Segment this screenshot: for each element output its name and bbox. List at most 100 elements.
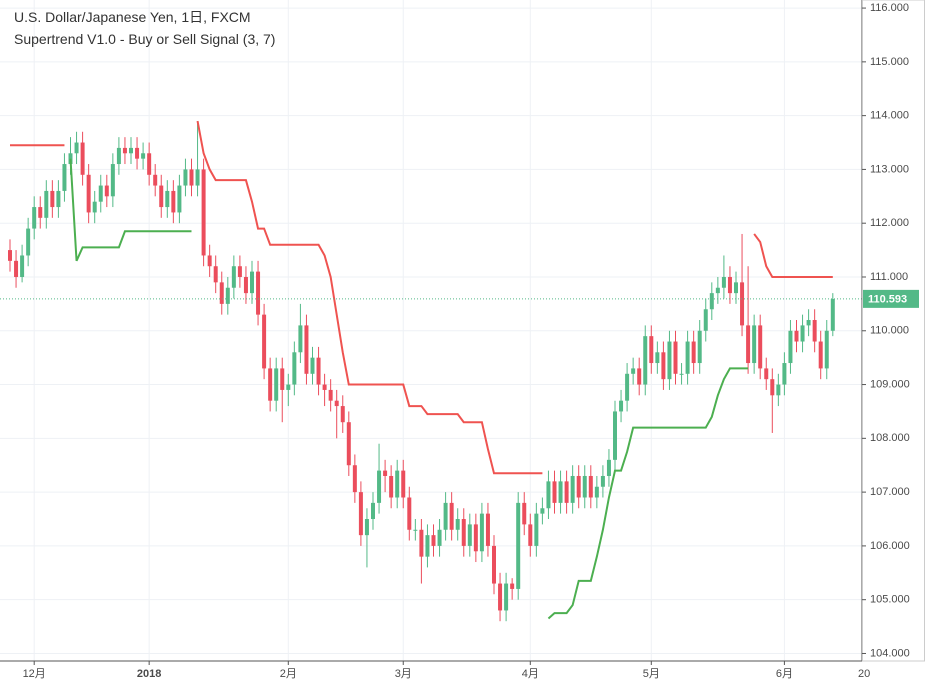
y-tick-label: 109.000	[870, 378, 910, 390]
candle-body	[401, 470, 406, 498]
axes: 104.000 105.000 106.000 107.000 108.000 109.0…	[23, 2, 919, 680]
y-tick-label: 107.000	[870, 486, 910, 498]
candle-body	[528, 524, 533, 546]
y-tick-label: 111.000	[870, 271, 908, 283]
candle-body	[86, 174, 91, 213]
candle-body	[189, 169, 194, 186]
candle-body	[770, 379, 775, 396]
candle-body	[485, 513, 490, 546]
candle-body	[631, 368, 636, 374]
candle-body	[582, 475, 587, 498]
candle-body	[62, 164, 67, 191]
candle-body	[280, 368, 285, 390]
candle-body	[576, 475, 581, 498]
candle-body	[407, 497, 412, 530]
y-tick-label: 112.000	[870, 217, 909, 229]
candle-body	[316, 357, 321, 385]
grid	[0, 0, 862, 661]
candle-body	[667, 341, 672, 380]
candle-body	[141, 153, 146, 159]
candle-body	[764, 368, 769, 380]
candle-body	[352, 465, 357, 493]
candle-body	[498, 583, 503, 611]
candle-body	[679, 373, 684, 375]
candle-body	[225, 287, 230, 304]
candle-body	[673, 341, 678, 374]
candle-body	[758, 325, 763, 369]
candle-body	[558, 481, 563, 503]
candle-body	[50, 190, 55, 208]
candle-body	[709, 293, 714, 310]
candle-body	[443, 502, 448, 530]
candle-body	[467, 524, 472, 546]
current-price-box	[863, 289, 919, 308]
candle-body	[649, 336, 654, 364]
candle-body	[613, 411, 617, 460]
candle-body	[334, 400, 339, 407]
x-tick-label: 5月	[643, 668, 660, 680]
candle-body	[570, 475, 575, 503]
candle-body	[20, 255, 25, 277]
candle-body	[395, 470, 400, 498]
x-tick-label: 6月	[776, 668, 793, 680]
y-tick-label: 115.000	[870, 56, 909, 68]
candle-body	[727, 276, 732, 294]
candle-body	[98, 185, 103, 202]
candle-body	[383, 470, 388, 476]
candle-body	[262, 314, 267, 369]
candle-body	[564, 481, 569, 503]
lower-band	[69, 158, 749, 620]
x-tick-label: 2018	[137, 668, 161, 680]
candle-body	[243, 276, 248, 294]
y-tick-label: 114.000	[870, 110, 909, 122]
candle-body	[250, 271, 254, 294]
candle-body	[389, 475, 394, 498]
candle-body	[328, 389, 333, 401]
candle-body	[800, 325, 805, 342]
candle-body	[346, 422, 351, 466]
candle-body	[776, 384, 781, 396]
candle-body	[824, 330, 829, 369]
candle-body	[153, 174, 158, 186]
candle-body	[625, 373, 630, 401]
y-tick-label: 108.000	[870, 432, 910, 444]
plot	[0, 120, 862, 622]
candle-body	[129, 147, 133, 154]
candle-body	[812, 320, 817, 342]
candle-body	[195, 169, 200, 186]
candle-body	[32, 207, 37, 229]
candle-body	[371, 502, 375, 520]
x-tick-label: 4月	[522, 668, 539, 680]
candle-body	[201, 169, 206, 256]
candle-body	[92, 201, 97, 213]
candle-body	[473, 524, 478, 552]
candle-body	[268, 368, 273, 401]
candle-body	[80, 142, 85, 175]
candle-body	[183, 169, 188, 186]
y-tick-label: 104.000	[870, 647, 910, 659]
candle-body	[510, 583, 515, 589]
candle-body	[135, 147, 140, 159]
candle-body	[721, 276, 726, 288]
candle-body	[26, 228, 31, 256]
x-tick-label: 3月	[395, 668, 412, 680]
candle-body	[340, 406, 345, 423]
candle-body	[147, 153, 152, 175]
candle-body	[461, 519, 466, 546]
candle-body	[691, 341, 696, 364]
candle-body	[425, 535, 430, 557]
candle-body	[637, 368, 642, 385]
candle-body	[171, 190, 176, 213]
candle-body	[104, 185, 109, 197]
candle-body	[274, 368, 279, 401]
candle-body	[715, 287, 720, 294]
candle-body	[594, 486, 599, 498]
candle-body	[116, 147, 121, 165]
candle-body	[177, 185, 182, 213]
upper-band	[10, 120, 833, 475]
candle-body	[437, 529, 442, 546]
candle-body	[322, 384, 327, 390]
candle-body	[122, 147, 127, 154]
